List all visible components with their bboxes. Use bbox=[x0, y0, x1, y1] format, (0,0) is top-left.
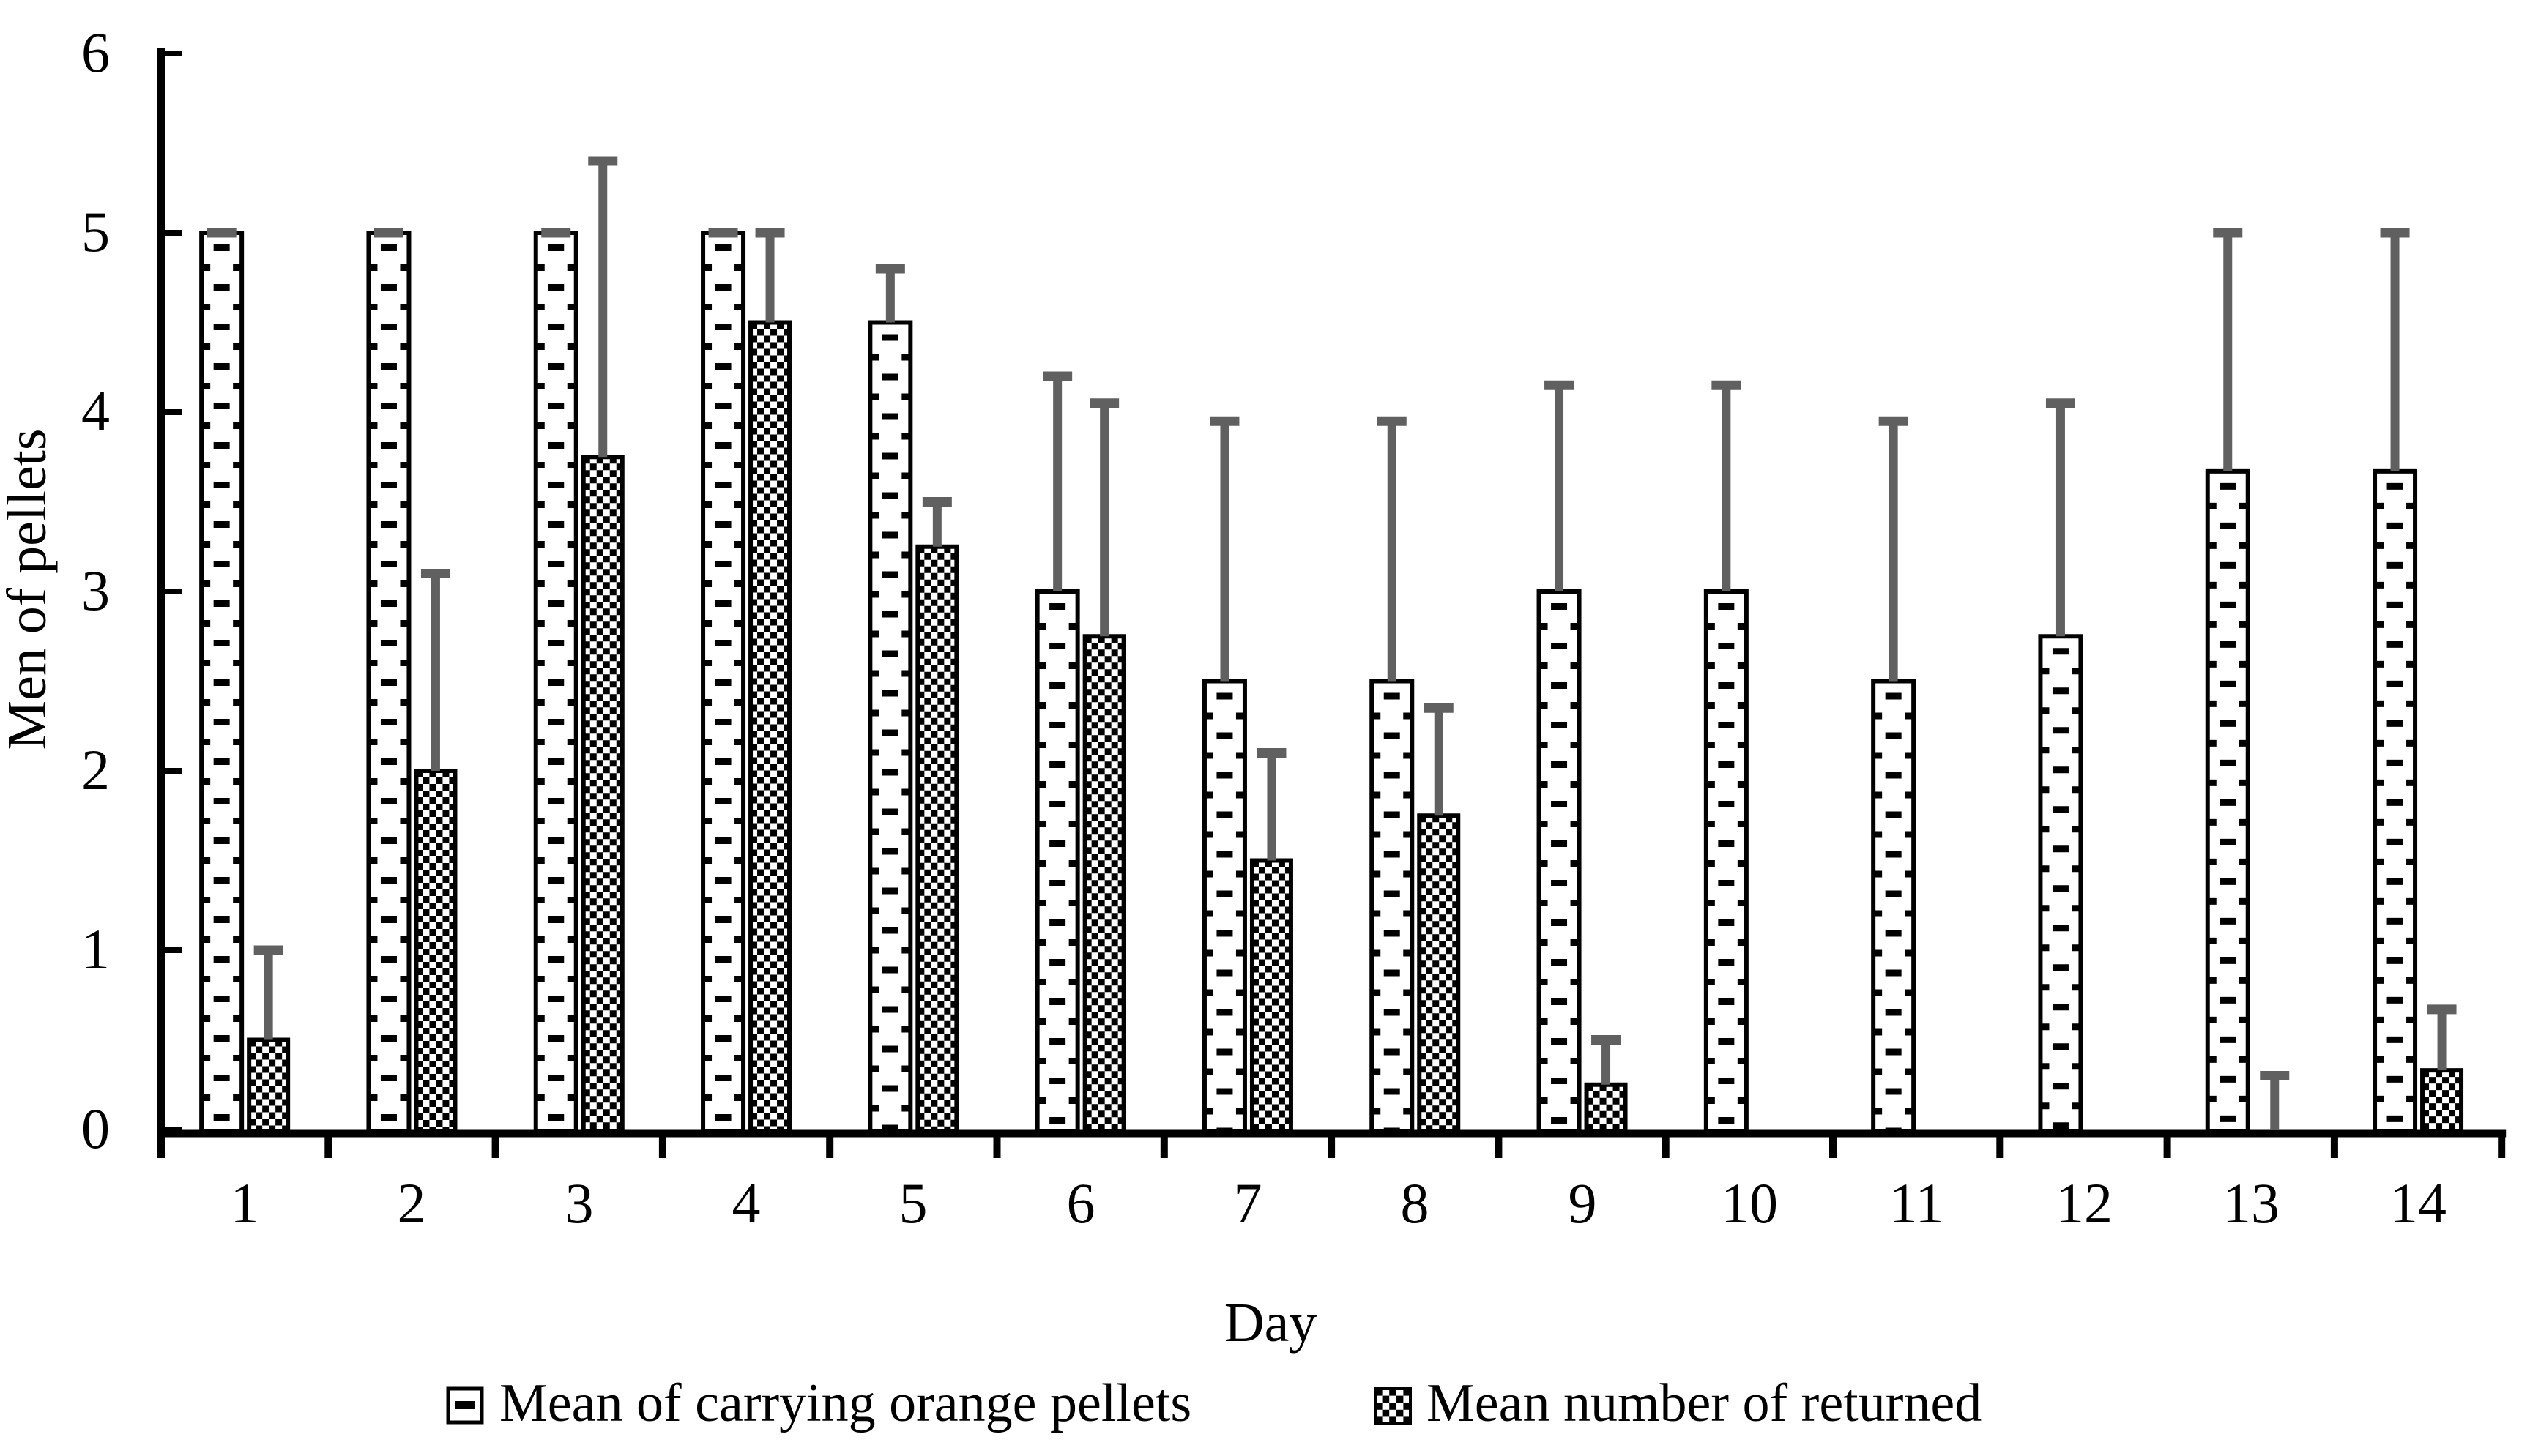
legend-label-returned: Mean number of returned bbox=[1426, 1373, 1982, 1433]
bar-carrying-day-8 bbox=[1369, 679, 1415, 1133]
x-tick-label-14: 14 bbox=[2389, 1171, 2447, 1235]
bar-returned-day-2 bbox=[414, 769, 458, 1133]
error-bar-carrying-day-9 bbox=[1544, 380, 1574, 591]
bar-returned-day-8 bbox=[1417, 813, 1461, 1133]
error-bar-carrying-day-7 bbox=[1210, 416, 1240, 682]
y-tick-label-3: 3 bbox=[81, 559, 110, 622]
y-axis-title: Men of pellets bbox=[0, 428, 58, 750]
bar-carrying-day-9 bbox=[1536, 589, 1582, 1133]
bar-returned-day-3 bbox=[581, 455, 625, 1133]
bar-returned-day-6 bbox=[1082, 634, 1126, 1133]
bar-returned-day-14 bbox=[2420, 1068, 2464, 1134]
x-tick-label-8: 8 bbox=[1401, 1171, 1429, 1235]
error-bar-carrying-day-11 bbox=[1878, 416, 1908, 682]
bar-returned-day-5 bbox=[915, 544, 959, 1133]
bar-returned-day-4 bbox=[748, 320, 792, 1133]
error-bar-carrying-day-14 bbox=[2380, 228, 2410, 471]
legend-label-carrying: Mean of carrying orange pellets bbox=[499, 1373, 1191, 1433]
bar-carrying-day-4 bbox=[701, 231, 746, 1133]
legend bbox=[446, 1386, 1412, 1425]
x-tick-label-3: 3 bbox=[565, 1171, 594, 1235]
x-tick-label-12: 12 bbox=[2055, 1171, 2113, 1235]
bar-carrying-day-2 bbox=[366, 231, 412, 1133]
error-bar-carrying-day-5 bbox=[875, 264, 905, 323]
error-bar-returned-day-3 bbox=[588, 156, 618, 458]
legend-swatch-returned bbox=[1374, 1387, 1412, 1425]
y-tick-label-5: 5 bbox=[81, 200, 110, 264]
error-bar-returned-day-5 bbox=[922, 497, 952, 547]
error-bar-returned-day-8 bbox=[1424, 703, 1454, 816]
bar-carrying-day-13 bbox=[2205, 468, 2250, 1133]
x-tick-label-6: 6 bbox=[1067, 1171, 1095, 1235]
chart-shapes bbox=[157, 48, 2507, 1425]
chart-text: 0 1 2 3 4 5 6 1 2 3 4 5 6 7 8 9 10 11 12… bbox=[0, 20, 2447, 1433]
x-tick-label-4: 4 bbox=[732, 1171, 761, 1235]
bars bbox=[199, 231, 2464, 1134]
bar-returned-day-1 bbox=[247, 1037, 291, 1133]
bar-carrying-day-14 bbox=[2373, 468, 2418, 1133]
error-bar-carrying-day-12 bbox=[2045, 398, 2075, 637]
x-tick-label-11: 11 bbox=[1889, 1171, 1943, 1235]
y-tick-label-6: 6 bbox=[81, 20, 110, 84]
error-bar-returned-day-6 bbox=[1090, 398, 1120, 637]
error-bar-returned-day-7 bbox=[1257, 748, 1287, 861]
error-bar-carrying-day-10 bbox=[1711, 380, 1741, 591]
x-tick-label-2: 2 bbox=[398, 1171, 426, 1235]
y-tick-label-4: 4 bbox=[81, 379, 110, 443]
error-bar-returned-day-4 bbox=[755, 228, 785, 323]
bar-returned-day-7 bbox=[1249, 858, 1293, 1133]
x-tick-label-10: 10 bbox=[1721, 1171, 1778, 1235]
error-bar-returned-day-14 bbox=[2427, 1004, 2457, 1071]
x-axis-title: Day bbox=[1224, 1292, 1317, 1354]
bar-returned-day-9 bbox=[1584, 1082, 1628, 1133]
x-tick-label-13: 13 bbox=[2222, 1171, 2280, 1235]
x-tick-label-5: 5 bbox=[899, 1171, 928, 1235]
bar-carrying-day-12 bbox=[2038, 634, 2083, 1133]
error-bar-returned-day-2 bbox=[420, 569, 450, 771]
bar-carrying-day-1 bbox=[199, 231, 245, 1133]
legend-swatch-carrying bbox=[446, 1386, 484, 1425]
bar-carrying-day-6 bbox=[1035, 589, 1080, 1133]
x-axis-ticks bbox=[157, 1133, 2506, 1158]
bar-carrying-day-7 bbox=[1202, 679, 1247, 1133]
bar-carrying-day-5 bbox=[868, 320, 913, 1133]
x-tick-label-1: 1 bbox=[231, 1171, 259, 1235]
bar-carrying-day-3 bbox=[533, 231, 578, 1133]
error-bar-carrying-day-13 bbox=[2213, 228, 2243, 471]
bar-carrying-day-10 bbox=[1703, 589, 1749, 1133]
y-tick-label-0: 0 bbox=[81, 1097, 110, 1160]
error-bar-returned-day-9 bbox=[1591, 1035, 1621, 1085]
x-tick-label-7: 7 bbox=[1234, 1171, 1262, 1235]
error-bars bbox=[207, 156, 2457, 1130]
error-bar-returned-day-13 bbox=[2260, 1071, 2290, 1130]
y-tick-label-2: 2 bbox=[81, 738, 110, 802]
error-bar-carrying-day-6 bbox=[1043, 371, 1073, 591]
bar-carrying-day-11 bbox=[1871, 679, 1916, 1133]
y-tick-label-1: 1 bbox=[81, 917, 110, 981]
x-tick-label-9: 9 bbox=[1569, 1171, 1597, 1235]
axes bbox=[157, 48, 2507, 1138]
error-bar-carrying-day-8 bbox=[1377, 416, 1407, 682]
error-bar-returned-day-1 bbox=[253, 945, 283, 1040]
y-axis-ticks bbox=[161, 51, 182, 1132]
